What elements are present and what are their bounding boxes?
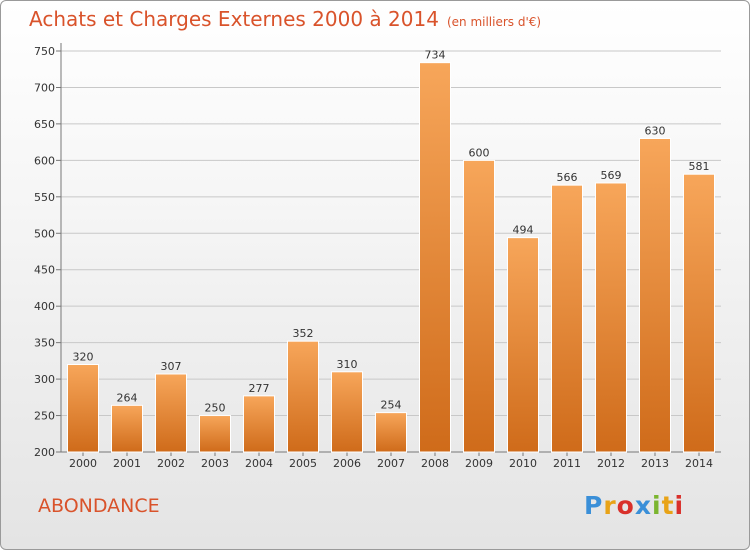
data-label: 264 xyxy=(117,391,138,404)
data-label: 310 xyxy=(337,358,358,371)
bar xyxy=(375,412,407,453)
bar xyxy=(639,137,671,453)
y-tick-label: 650 xyxy=(34,118,55,131)
data-label: 307 xyxy=(161,360,182,373)
x-tick-label: 2011 xyxy=(553,457,581,470)
y-tick-label: 450 xyxy=(34,264,55,277)
data-label: 320 xyxy=(73,351,94,364)
bar xyxy=(111,404,143,453)
data-label: 352 xyxy=(293,327,314,340)
y-tick-label: 250 xyxy=(34,410,55,423)
x-tick-label: 2008 xyxy=(421,457,449,470)
x-tick-label: 2001 xyxy=(113,457,141,470)
x-tick-label: 2012 xyxy=(597,457,625,470)
y-tick-label: 400 xyxy=(34,300,55,313)
bar xyxy=(595,182,627,453)
bar xyxy=(551,184,583,453)
data-label: 250 xyxy=(205,402,226,415)
y-tick-label: 700 xyxy=(34,81,55,94)
chart-unit-label: (en milliers d'€) xyxy=(446,15,542,29)
y-tick-label: 500 xyxy=(34,227,55,240)
x-tick-label: 2014 xyxy=(685,457,713,470)
data-label: 277 xyxy=(249,382,270,395)
x-tick-label: 2006 xyxy=(333,457,361,470)
data-label: 581 xyxy=(689,160,710,173)
y-tick-label: 350 xyxy=(34,337,55,350)
y-tick-label: 200 xyxy=(34,446,55,459)
commune-name: ABONDANCE xyxy=(38,495,160,517)
y-tick-label: 300 xyxy=(34,373,55,386)
bar xyxy=(463,159,495,453)
proxiti-logo: Proxiti xyxy=(584,491,685,520)
y-tick-label: 600 xyxy=(34,154,55,167)
bar xyxy=(155,373,187,453)
chart-title-text: Achats et Charges Externes 2000 à 2014 xyxy=(29,7,439,31)
bar xyxy=(287,340,319,453)
x-tick-label: 2005 xyxy=(289,457,317,470)
bar xyxy=(199,415,231,453)
data-label: 600 xyxy=(469,146,490,159)
x-tick-label: 2009 xyxy=(465,457,493,470)
x-tick-label: 2004 xyxy=(245,457,273,470)
data-label: 734 xyxy=(425,49,446,62)
bar xyxy=(507,237,539,453)
data-label: 254 xyxy=(381,399,402,412)
bar xyxy=(67,364,99,453)
data-label: 630 xyxy=(645,124,666,137)
x-tick-label: 2002 xyxy=(157,457,185,470)
bar xyxy=(243,395,275,453)
bar xyxy=(683,173,715,453)
x-tick-label: 2013 xyxy=(641,457,669,470)
chart-title: Achats et Charges Externes 2000 à 2014 (e… xyxy=(29,7,541,31)
bar xyxy=(331,371,363,453)
y-tick-label: 550 xyxy=(34,191,55,204)
bar xyxy=(419,62,451,453)
data-label: 566 xyxy=(557,171,578,184)
data-label: 569 xyxy=(601,169,622,182)
x-tick-label: 2000 xyxy=(69,457,97,470)
data-label: 494 xyxy=(513,224,534,237)
x-tick-label: 2003 xyxy=(201,457,229,470)
y-tick-label: 750 xyxy=(34,45,55,58)
x-tick-label: 2010 xyxy=(509,457,537,470)
x-tick-label: 2007 xyxy=(377,457,405,470)
